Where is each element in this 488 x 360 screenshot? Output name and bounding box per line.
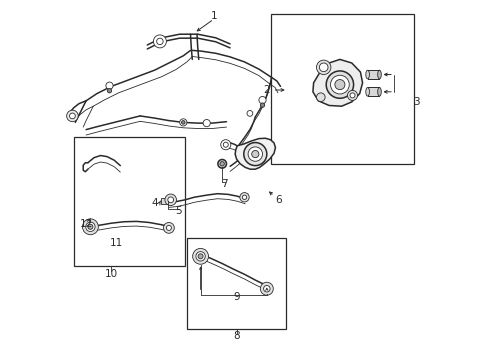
Circle shape (220, 140, 230, 150)
Circle shape (198, 254, 203, 259)
Text: 9: 9 (233, 292, 240, 302)
Circle shape (181, 121, 185, 124)
Text: 5: 5 (175, 206, 182, 216)
Ellipse shape (377, 87, 381, 96)
Text: 3: 3 (412, 96, 419, 107)
Polygon shape (312, 59, 362, 106)
Circle shape (330, 75, 348, 94)
Circle shape (251, 150, 258, 158)
Circle shape (349, 93, 354, 98)
Circle shape (325, 71, 353, 98)
Circle shape (334, 80, 344, 90)
Text: 10: 10 (104, 269, 118, 279)
Circle shape (179, 119, 186, 126)
Circle shape (263, 285, 269, 292)
Text: 6: 6 (275, 195, 282, 205)
Bar (160, 198, 168, 204)
Circle shape (244, 143, 266, 166)
Circle shape (69, 113, 75, 119)
Ellipse shape (365, 70, 368, 79)
Circle shape (347, 90, 357, 100)
Circle shape (85, 222, 95, 231)
Circle shape (167, 197, 173, 203)
Circle shape (239, 193, 249, 202)
Circle shape (319, 63, 327, 72)
Polygon shape (367, 87, 379, 96)
Circle shape (242, 195, 246, 199)
Circle shape (192, 248, 208, 264)
Circle shape (260, 282, 273, 295)
Circle shape (163, 222, 174, 233)
Circle shape (107, 89, 111, 93)
Text: 8: 8 (233, 330, 240, 341)
Bar (73, 137, 185, 266)
Circle shape (316, 60, 330, 75)
Text: 12: 12 (80, 219, 93, 229)
Circle shape (156, 38, 163, 45)
Polygon shape (235, 138, 275, 169)
Circle shape (258, 96, 265, 104)
Polygon shape (367, 70, 379, 79)
Circle shape (316, 93, 325, 102)
Ellipse shape (377, 70, 381, 79)
Text: 4: 4 (152, 198, 158, 208)
Circle shape (166, 225, 171, 230)
Bar (271, 14, 413, 164)
Bar (186, 238, 285, 329)
Circle shape (164, 194, 176, 206)
Circle shape (153, 35, 166, 48)
Text: 11: 11 (110, 238, 123, 248)
Text: 7: 7 (221, 179, 227, 189)
Circle shape (223, 142, 228, 147)
Circle shape (260, 103, 264, 107)
Circle shape (218, 159, 226, 168)
Circle shape (203, 120, 210, 127)
Circle shape (196, 252, 205, 261)
Text: 1: 1 (210, 11, 217, 21)
Circle shape (106, 82, 113, 89)
Circle shape (88, 224, 93, 229)
Circle shape (82, 219, 98, 235)
Circle shape (246, 111, 252, 116)
Ellipse shape (365, 87, 368, 96)
Circle shape (247, 147, 262, 161)
Text: 2: 2 (263, 85, 269, 95)
Circle shape (66, 110, 78, 122)
Circle shape (220, 162, 224, 166)
